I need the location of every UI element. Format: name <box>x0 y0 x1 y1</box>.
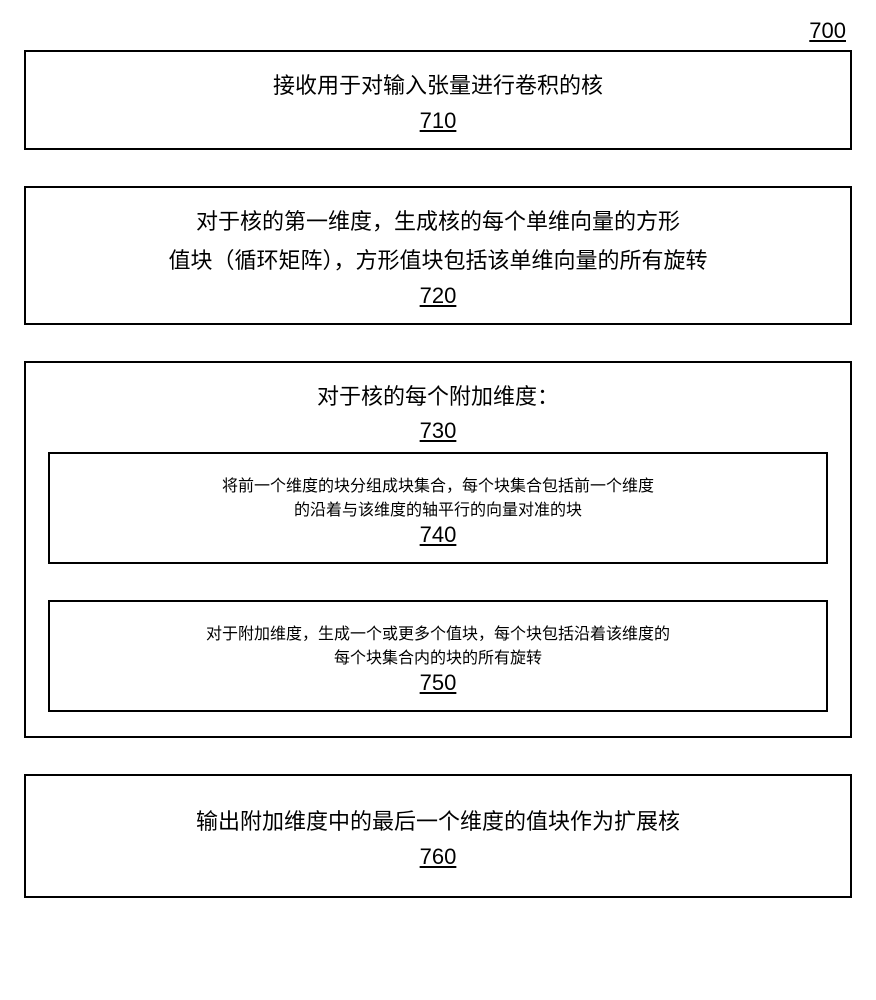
step-730-ref: 730 <box>317 418 559 444</box>
step-730-group: 对于核的每个附加维度： 730 将前一个维度的块分组成块集合，每个块集合包括前一… <box>24 361 852 739</box>
flowchart: 接收用于对输入张量进行卷积的核 710 对于核的第一维度，生成核的每个单维向量的… <box>24 50 852 898</box>
step-740-text-2: 的沿着与该维度的轴平行的向量对准的块 <box>294 502 582 519</box>
arrow-740-750 <box>437 564 439 600</box>
step-730-header: 对于核的每个附加维度： 730 <box>317 377 559 445</box>
step-760: 输出附加维度中的最后一个维度的值块作为扩展核 760 <box>24 774 852 898</box>
step-720: 对于核的第一维度，生成核的每个单维向量的方形 值块（循环矩阵），方形值块包括该单… <box>24 186 852 325</box>
arrow-730-760 <box>437 738 439 774</box>
figure-number: 700 <box>809 18 846 44</box>
step-750-text-1: 对于附加维度，生成一个或更多个值块，每个块包括沿着该维度的 <box>206 626 670 643</box>
step-730-text: 对于核的每个附加维度： <box>317 384 559 409</box>
step-740: 将前一个维度的块分组成块集合，每个块集合包括前一个维度 的沿着与该维度的轴平行的… <box>48 452 828 564</box>
arrow-710-720 <box>437 150 439 186</box>
step-760-text: 输出附加维度中的最后一个维度的值块作为扩展核 <box>196 809 680 834</box>
step-750-ref: 750 <box>80 670 796 696</box>
step-720-text-1: 对于核的第一维度，生成核的每个单维向量的方形 <box>196 209 680 234</box>
step-720-text-2: 值块（循环矩阵），方形值块包括该单维向量的所有旋转 <box>168 248 707 273</box>
step-710: 接收用于对输入张量进行卷积的核 710 <box>24 50 852 150</box>
step-710-ref: 710 <box>56 108 820 134</box>
step-720-ref: 720 <box>56 283 820 309</box>
step-710-text: 接收用于对输入张量进行卷积的核 <box>273 73 603 98</box>
arrow-720-730 <box>437 325 439 361</box>
step-750-text-2: 每个块集合内的块的所有旋转 <box>334 650 542 667</box>
step-740-text-1: 将前一个维度的块分组成块集合，每个块集合包括前一个维度 <box>222 478 654 495</box>
step-750: 对于附加维度，生成一个或更多个值块，每个块包括沿着该维度的 每个块集合内的块的所… <box>48 600 828 712</box>
step-740-ref: 740 <box>80 522 796 548</box>
step-760-ref: 760 <box>56 844 820 870</box>
